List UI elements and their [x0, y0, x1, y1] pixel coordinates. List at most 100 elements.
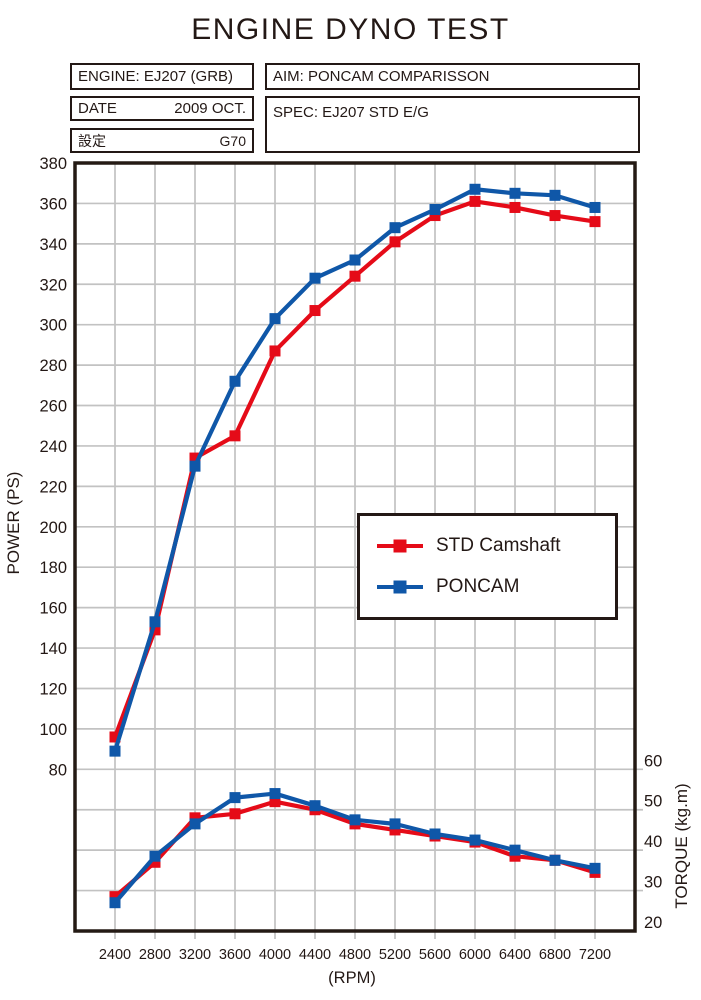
- legend-box: STD Camshaft PONCAM: [357, 513, 618, 620]
- legend-label-std-camshaft: STD Camshaft: [436, 535, 561, 556]
- power-tick-label: 360: [39, 195, 67, 213]
- poncam-torque-data-point: [349, 814, 361, 826]
- torque-tick-label: 30: [644, 874, 662, 892]
- rpm-tick-label: 5600: [419, 947, 451, 963]
- aim-info-box: AIM: PONCAM COMPARISSON: [265, 63, 640, 90]
- power-tick-label: 220: [39, 478, 67, 496]
- poncam-power-data-point: [389, 222, 401, 234]
- poncam-power-data-point: [309, 272, 321, 284]
- poncam-torque-data-point: [429, 828, 441, 840]
- torque-axis-title: TORQUE (kg.m): [672, 783, 691, 909]
- torque-tick-label: 40: [644, 833, 662, 851]
- std-camshaft-power-data-point: [509, 201, 521, 213]
- poncam-torque-data-point: [509, 844, 521, 856]
- power-tick-label: 380: [39, 155, 67, 173]
- poncam-torque-data-point: [309, 800, 321, 812]
- poncam-line-swatch: [377, 580, 423, 594]
- power-tick-label: 260: [39, 398, 67, 416]
- power-tick-label: 80: [49, 761, 67, 779]
- poncam-power-data-point: [149, 616, 161, 628]
- poncam-power-data-point: [589, 201, 601, 213]
- torque-tick-label: 20: [644, 914, 662, 932]
- legend-item-std-camshaft: STD Camshaft: [377, 535, 615, 557]
- poncam-power-data-point: [349, 254, 361, 266]
- poncam-torque-data-point: [389, 818, 401, 830]
- poncam-torque-data-point: [549, 854, 561, 866]
- poncam-torque-data-point: [229, 792, 241, 804]
- date-value: 2009 OCT.: [174, 100, 246, 117]
- poncam-torque-data-point: [469, 834, 481, 846]
- std-camshaft-torque-data-point: [509, 850, 521, 862]
- std-camshaft-power-data-point: [269, 345, 281, 357]
- plot-border: [73, 161, 637, 933]
- poncam-torque-data-point: [269, 788, 281, 800]
- poncam-power-data-point: [469, 183, 481, 195]
- engine-info-text: ENGINE: EJ207 (GRB): [78, 68, 234, 85]
- power-tick-label: 140: [39, 640, 67, 658]
- power-tick-label: 320: [39, 276, 67, 294]
- torque-tick-label: 60: [644, 752, 662, 770]
- rpm-tick-label: 4000: [259, 947, 291, 963]
- std-camshaft-power-data-point: [589, 216, 601, 228]
- rpm-tick-label: 7200: [579, 947, 611, 963]
- poncam-power-data-point: [429, 203, 441, 215]
- setting-info-box: 設定 G70: [70, 128, 254, 153]
- legend-label-poncam: PONCAM: [436, 576, 520, 597]
- power-tick-label: 100: [39, 721, 67, 739]
- poncam-torque-data-point: [589, 862, 601, 874]
- poncam-torque-data-point: [149, 850, 161, 862]
- power-tick-label: 280: [39, 357, 67, 375]
- poncam-torque-data-point: [109, 897, 121, 909]
- page-title: ENGINE DYNO TEST: [191, 13, 510, 46]
- std-camshaft-power-data-point: [109, 731, 121, 743]
- std-camshaft-torque-data-point: [389, 824, 401, 836]
- poncam-marker-icon: [393, 580, 407, 594]
- rpm-tick-label: 6000: [459, 947, 491, 963]
- power-tick-label: 240: [39, 438, 67, 456]
- std-camshaft-torque-data-point: [189, 812, 201, 824]
- rpm-tick-label: 4400: [299, 947, 331, 963]
- aim-info-text: AIM: PONCAM COMPARISSON: [273, 68, 490, 85]
- poncam-power-data-point: [269, 313, 281, 325]
- spec-info-text: SPEC: EJ207 STD E/G: [273, 104, 429, 121]
- engine-info-box: ENGINE: EJ207 (GRB): [70, 63, 254, 90]
- poncam-power-data-point: [109, 745, 121, 757]
- std-camshaft-torque-data-point: [229, 808, 241, 820]
- spec-info-box: SPEC: EJ207 STD E/G: [265, 96, 640, 153]
- std-camshaft-power-data-point: [229, 430, 241, 442]
- std-camshaft-power-data-point: [189, 452, 201, 464]
- setting-label: 設定: [78, 132, 106, 149]
- std-camshaft-power-data-point: [469, 195, 481, 207]
- std-camshaft-power-data-point: [309, 305, 321, 317]
- rpm-tick-label: 5200: [379, 947, 411, 963]
- setting-value: G70: [219, 132, 246, 149]
- date-info-box: DATE 2009 OCT.: [70, 96, 254, 121]
- poncam-power-data-point: [229, 375, 241, 387]
- std-camshaft-torque-data-point: [149, 856, 161, 868]
- std-camshaft-power-data-point: [389, 236, 401, 248]
- std-camshaft-line-swatch: [377, 539, 423, 553]
- poncam-torque-data-point: [189, 818, 201, 830]
- power-tick-label: 300: [39, 317, 67, 335]
- rpm-tick-label: 6800: [539, 947, 571, 963]
- rpm-tick-label: 2800: [139, 947, 171, 963]
- rpm-tick-label: 3600: [219, 947, 251, 963]
- std-camshaft-power-data-point: [349, 270, 361, 282]
- legend-item-poncam: PONCAM: [377, 576, 615, 598]
- rpm-tick-label: 6400: [499, 947, 531, 963]
- std-camshaft-power-data-point: [549, 210, 561, 222]
- std-camshaft-torque-data-point: [269, 796, 281, 808]
- power-tick-label: 180: [39, 559, 67, 577]
- poncam-power-data-point: [189, 460, 201, 472]
- std-camshaft-torque-data-point: [109, 891, 121, 903]
- std-camshaft-power-data-point: [429, 210, 441, 222]
- power-tick-label: 160: [39, 600, 67, 618]
- date-label: DATE: [78, 100, 117, 117]
- power-tick-label: 340: [39, 236, 67, 254]
- rpm-tick-label: 4800: [339, 947, 371, 963]
- torque-tick-label: 50: [644, 793, 662, 811]
- poncam-power-data-point: [549, 189, 561, 201]
- poncam-power-data-point: [509, 187, 521, 199]
